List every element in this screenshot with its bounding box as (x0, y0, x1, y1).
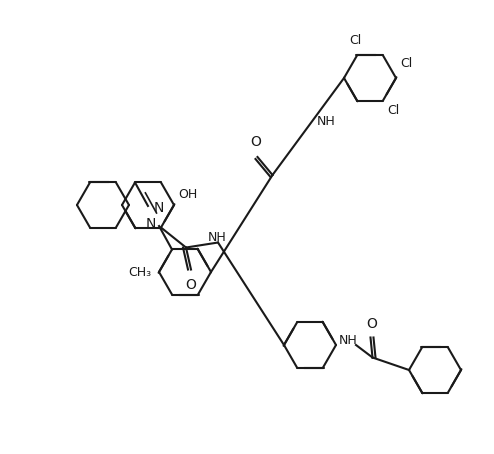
Text: CH₃: CH₃ (128, 266, 151, 278)
Text: N: N (153, 201, 164, 215)
Text: OH: OH (178, 188, 197, 201)
Text: Cl: Cl (400, 57, 412, 70)
Text: Cl: Cl (349, 35, 361, 48)
Text: O: O (366, 316, 377, 331)
Text: N: N (145, 217, 156, 231)
Text: O: O (250, 135, 261, 149)
Text: O: O (186, 277, 197, 291)
Text: NH: NH (208, 231, 227, 244)
Text: NH: NH (316, 115, 335, 128)
Text: NH: NH (339, 334, 358, 346)
Text: Cl: Cl (387, 104, 399, 117)
